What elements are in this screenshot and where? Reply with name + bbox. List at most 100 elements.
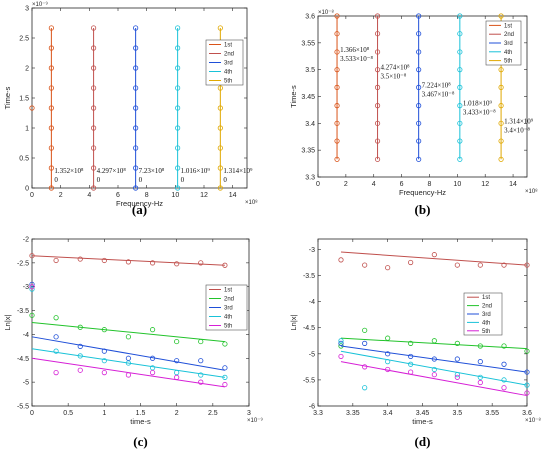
data-point [175,85,181,91]
fit-line [31,255,225,266]
data-point [408,340,414,346]
data-point [454,372,460,378]
data-point [416,31,422,37]
y-axis-label: Ln|x| [3,314,12,330]
x-tick-label: 10 [453,181,461,188]
legend-entry: 4th [224,315,232,321]
data-point [457,103,463,109]
y-tick-label: -5.5 [303,377,315,384]
annotation-value: 1.018×10⁹ [463,100,493,108]
data-point [77,343,83,349]
y-tick-label: -5 [309,351,315,358]
data-point [101,348,107,354]
data-point [457,120,463,126]
series-2nd [90,25,97,191]
data-point [338,353,344,360]
data-point [174,338,180,345]
series-2nd [29,312,228,347]
data-point [457,31,463,37]
x-tick-label: 0 [30,410,34,417]
fit-line [340,350,528,386]
annotation-value: 7.23×10⁸ [139,167,165,175]
x-tick-label: 2 [59,192,63,199]
chart-b: 0 2 4 6 8 10 12 14 3.3 3.35 3.4 3.45 3.5 3.55 3.6 Frequ… [289,9,538,217]
x-tick-label: 12 [481,181,489,188]
data-point [101,369,107,376]
series-3rd [416,13,422,162]
data-point [416,13,422,19]
data-point [77,256,83,262]
data-point [198,372,204,378]
data-point [90,125,97,131]
annotation-value: 1.314×10⁹ [504,117,534,125]
data-point [498,84,504,90]
data-point [222,365,228,371]
data-point [477,374,483,380]
y-tick-label: -3.5 [17,308,29,315]
data-point [217,165,223,171]
x-axis-label: time-s [412,417,433,426]
legend-entry: 5th [482,329,490,335]
data-point [334,138,340,144]
series-3rd [29,281,228,371]
annotation-value: 0 [97,176,101,184]
data-point [125,259,132,265]
y-axis-label: Ln|x| [289,314,298,330]
data-point [217,105,223,111]
data-point [457,49,463,55]
data-point [217,85,223,91]
y-tick-label: -4.5 [17,356,29,363]
data-point [90,185,97,191]
data-point [222,374,228,380]
y-tick-label: 1 [25,126,29,133]
x-tick-label: 1 [102,410,106,417]
legend-entry: 3rd [224,61,233,67]
data-point [501,343,507,349]
x-tick-label: 14 [229,192,237,199]
legend-entry: 3rd [224,306,233,312]
data-point [524,348,530,354]
legend: 1st 2nd 3rd 4th 5th [485,20,522,66]
y-tick-label: -3.5 [303,273,315,280]
data-point [416,84,422,90]
data-point [149,260,156,266]
x-tick-label: 3.35 [346,410,360,417]
data-point [385,351,391,357]
data-point [90,105,97,111]
x-tick-label: 2 [175,410,179,417]
x-tick-label: 10 [171,192,179,199]
annotation-value: 1.366×10⁸ [340,46,370,54]
data-point [90,85,97,91]
data-point [477,343,483,349]
legend: 1st 2nd 3rd 4th 5th [205,284,248,331]
data-point [501,262,507,268]
y-tick-label: -2 [23,237,29,244]
series-2nd [338,327,530,354]
data-point [416,67,422,73]
data-point [174,261,180,267]
x-tick-label: 2 [344,181,348,188]
data-point [29,286,35,292]
x-axis-label: Frequency-Hz [399,188,446,197]
data-point [454,374,460,380]
data-point [408,361,414,367]
data-point [334,67,340,73]
data-point [374,49,381,55]
series-2nd [374,13,381,162]
data-point [90,45,97,51]
data-point [385,335,391,341]
y-tick-label: -3 [309,247,315,254]
data-point [524,390,530,396]
y-tick-label: 3.55 [301,40,315,47]
data-point [222,262,228,268]
legend-entry: 4th [482,320,490,326]
x-tick-label: 6 [400,181,404,188]
annotation-value: 0 [223,176,227,184]
data-point [334,84,340,90]
x-axis-exponent: ×10⁸ [245,199,258,206]
data-point [175,25,181,31]
data-point [416,120,422,126]
series-1st [29,253,228,268]
data-point [29,312,35,318]
